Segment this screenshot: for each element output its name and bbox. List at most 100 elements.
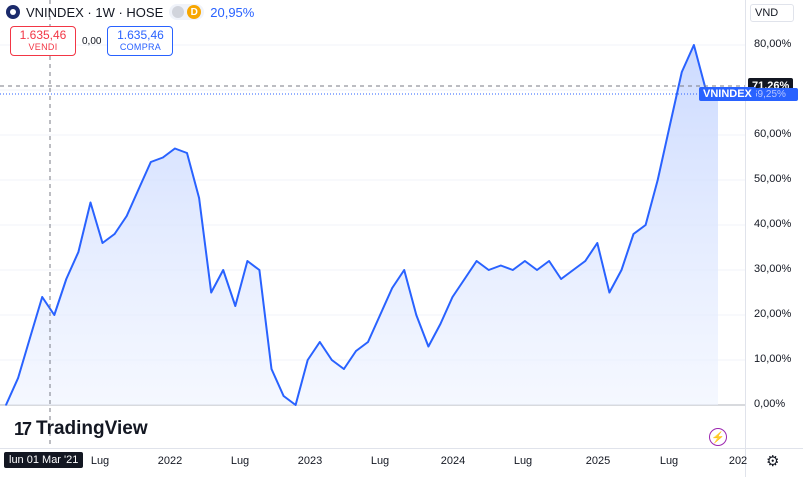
delayed-data-badge: D [187, 5, 202, 19]
data-point [5, 404, 7, 406]
time-tick-label: Lug [370, 455, 390, 467]
price-tick-label: 30,00% [754, 263, 792, 275]
data-point [53, 314, 56, 316]
buy-label: COMPRA [119, 42, 162, 52]
data-point [560, 278, 562, 280]
data-point [355, 350, 357, 352]
data-point [439, 323, 442, 325]
symbol-title[interactable]: VNINDEX · 1W · HOSE [26, 4, 164, 20]
data-point [693, 44, 695, 46]
data-point [198, 197, 200, 199]
data-point [500, 264, 502, 267]
series-name-label: VNINDEX [699, 87, 756, 101]
data-point [125, 215, 128, 217]
data-point [632, 233, 635, 235]
data-point [210, 291, 212, 294]
time-scale[interactable] [0, 448, 745, 477]
status-dot-icon [172, 6, 185, 18]
price-tick-label: 50,00% [754, 173, 792, 185]
time-tick-label: 2023 [297, 455, 323, 467]
data-point [222, 269, 224, 271]
data-point [512, 269, 514, 271]
time-tick-label: Lug [90, 455, 110, 467]
data-point [572, 269, 574, 271]
price-scale[interactable] [745, 0, 803, 448]
data-point [89, 201, 92, 204]
data-point [391, 287, 394, 289]
data-point [77, 251, 80, 253]
symbol-legend: VNINDEX · 1W · HOSE D 20,95% [6, 4, 254, 20]
buy-price: 1.635,46 [117, 28, 164, 42]
price-tick-label: 20,00% [754, 308, 792, 320]
data-point [379, 314, 381, 316]
crosshair-time-label: lun 01 Mar '21 [4, 452, 84, 468]
flash-icon[interactable]: ⚡ [709, 428, 727, 446]
data-point [415, 314, 418, 316]
data-point [644, 224, 647, 226]
time-tick-label: Lug [230, 455, 250, 467]
currency-selector[interactable]: VND [750, 4, 794, 22]
spread-value: 0,00 [82, 35, 102, 47]
chart-pane[interactable] [0, 0, 745, 448]
time-tick-label: 2025 [585, 455, 611, 467]
sell-label: VENDI [28, 42, 58, 52]
data-point [524, 260, 526, 262]
data-point [536, 269, 538, 271]
gear-icon[interactable]: ⚙ [766, 453, 780, 470]
time-tick-label: 202 [728, 455, 748, 467]
data-point [306, 359, 309, 361]
data-point [234, 305, 237, 307]
buy-button[interactable]: 1.635,46 COMPRA [107, 26, 174, 56]
data-point [584, 260, 587, 262]
data-point [608, 291, 611, 294]
data-point [367, 341, 369, 343]
data-point [403, 269, 406, 271]
trade-buttons: 1.635,46 VENDI 0,00 1.635,46 COMPRA [10, 26, 174, 56]
time-tick-label: Lug [513, 455, 533, 467]
legend-change-value: 20,95% [210, 4, 255, 20]
data-point [475, 260, 478, 262]
market-status-pill[interactable]: D [169, 4, 205, 20]
data-point [319, 341, 321, 343]
time-tick-label: Lug [659, 455, 679, 467]
series-last-value-label: 69,25% [748, 88, 798, 101]
data-point [294, 404, 297, 406]
data-point [282, 395, 285, 397]
time-tick-label: 2024 [440, 455, 466, 467]
data-point [17, 377, 19, 379]
series-line [5, 44, 719, 406]
chart-canvas [0, 0, 745, 448]
time-tick-label: 2022 [157, 455, 183, 467]
data-point [258, 269, 261, 271]
series-area-fill [6, 45, 718, 405]
data-point [174, 147, 176, 150]
data-point [41, 296, 43, 298]
data-point [620, 269, 623, 271]
price-tick-label: 10,00% [754, 353, 792, 365]
data-point [596, 242, 599, 244]
price-tick-label: 80,00% [754, 38, 792, 50]
tradingview-logo[interactable]: 17 TradingView [14, 418, 148, 440]
data-point [548, 260, 550, 262]
data-point [343, 368, 345, 370]
scale-corner [745, 448, 803, 477]
tradingview-mark-icon: 17 [14, 418, 32, 439]
sell-button[interactable]: 1.635,46 VENDI [10, 26, 76, 56]
data-point [656, 179, 659, 181]
price-tick-label: 0,00% [754, 398, 786, 410]
data-point [246, 260, 249, 262]
data-point [162, 156, 164, 159]
data-point [186, 152, 188, 154]
price-tick-label: 60,00% [754, 128, 792, 140]
data-point [101, 242, 104, 244]
data-point [150, 161, 152, 163]
data-point [668, 125, 671, 127]
data-point [463, 278, 466, 280]
data-point [331, 359, 333, 361]
symbol-logo-icon [6, 5, 20, 19]
data-point [681, 71, 683, 73]
data-point [137, 188, 140, 190]
data-point [113, 233, 116, 235]
data-point [427, 345, 430, 348]
tradingview-logo-text: TradingView [36, 418, 148, 439]
